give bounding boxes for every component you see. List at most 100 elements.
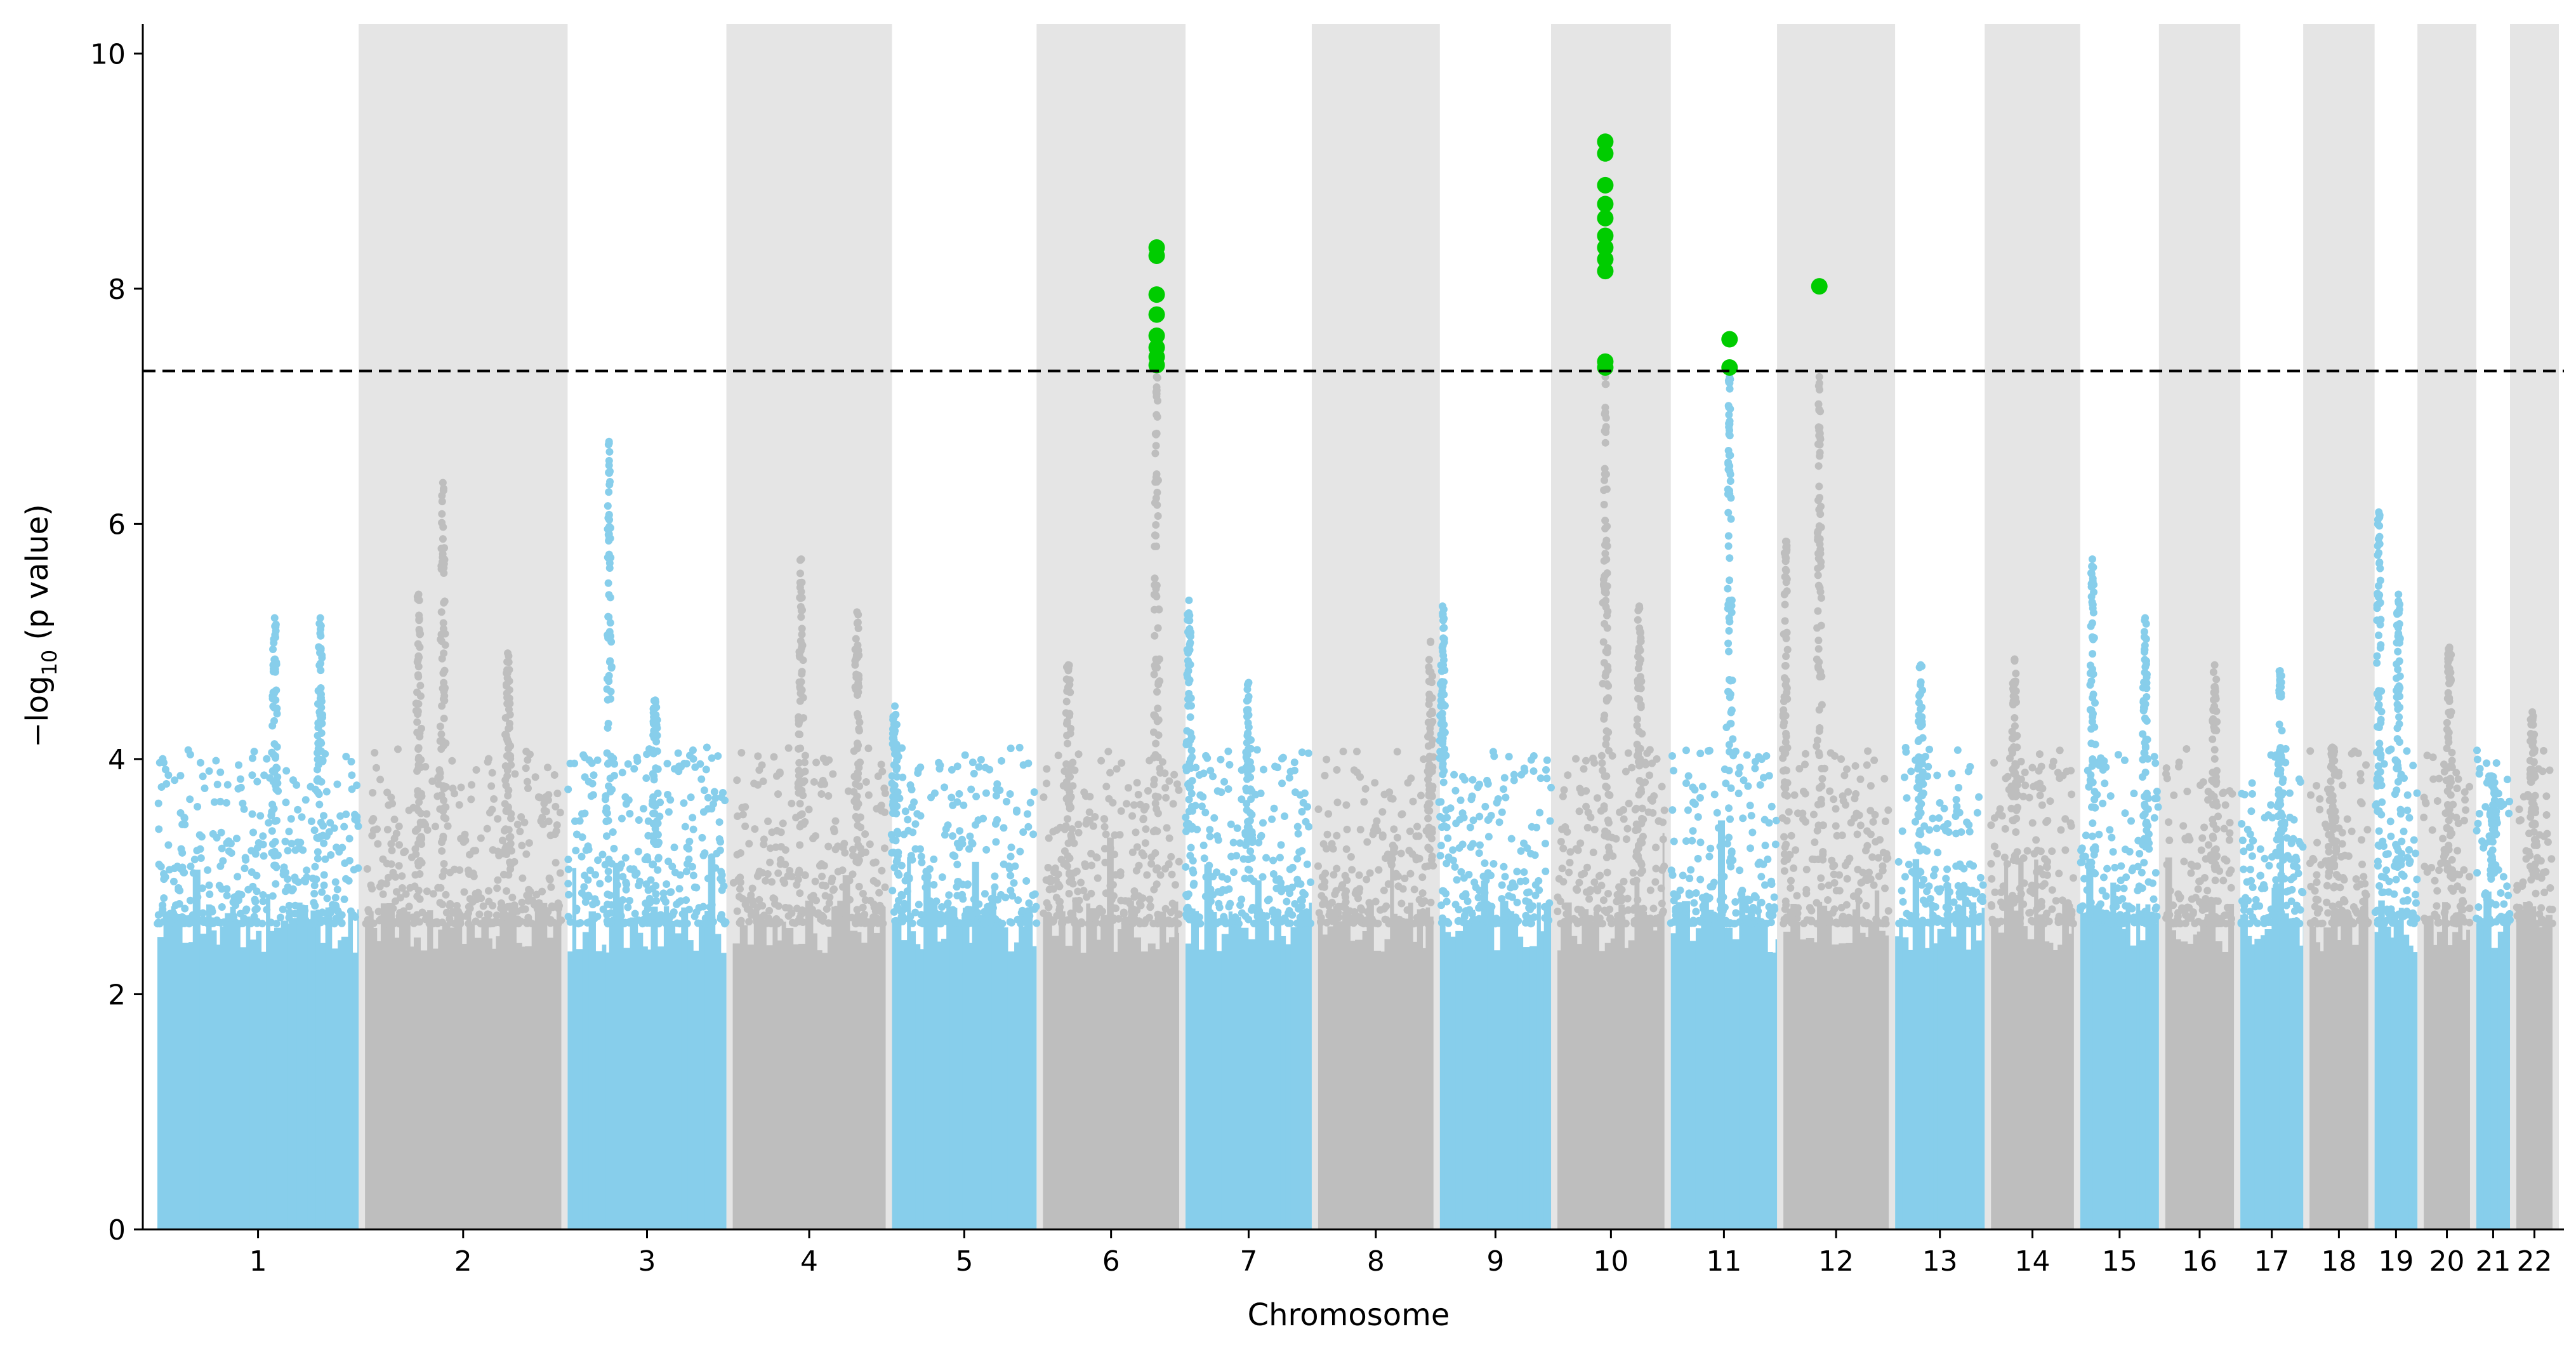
point [1767, 918, 1775, 927]
point [604, 502, 612, 510]
point [609, 828, 617, 837]
point [1864, 747, 1872, 755]
point [223, 839, 231, 847]
point [301, 796, 310, 804]
point [1425, 800, 1434, 808]
point [421, 915, 430, 923]
point [1387, 861, 1396, 869]
point [1637, 869, 1645, 877]
point [271, 838, 279, 846]
point-column [1717, 820, 1726, 1229]
point-column [758, 915, 763, 1229]
point [1073, 867, 1081, 875]
point [751, 825, 759, 833]
point [1186, 713, 1194, 721]
point [1024, 810, 1032, 818]
point-column [1708, 910, 1714, 1229]
point [1481, 859, 1489, 868]
point [1273, 764, 1281, 772]
point [1955, 783, 1963, 791]
point [1517, 771, 1526, 779]
point-column [1107, 837, 1114, 1229]
point-column [1588, 922, 1595, 1229]
point-column [612, 863, 620, 1229]
point-column [281, 920, 289, 1229]
point [915, 765, 923, 774]
point [594, 856, 602, 864]
point [447, 918, 455, 927]
point [1019, 828, 1027, 837]
point [566, 759, 574, 767]
point [1187, 844, 1195, 852]
point [1817, 800, 1825, 808]
point [441, 684, 449, 692]
point [1356, 826, 1364, 834]
point [1227, 852, 1236, 861]
point [345, 835, 353, 843]
point [1330, 871, 1338, 879]
point [281, 837, 289, 845]
point [588, 779, 597, 788]
point [1460, 874, 1468, 882]
point-column [1380, 951, 1385, 1229]
point [1813, 655, 1821, 663]
point [503, 903, 512, 911]
point [564, 880, 572, 888]
point [1195, 771, 1203, 779]
point-column [491, 948, 497, 1229]
point [699, 808, 708, 816]
point [2048, 905, 2056, 913]
point [1187, 746, 1196, 755]
point [888, 849, 896, 857]
point [171, 776, 179, 784]
point [824, 842, 833, 850]
point [1436, 754, 1444, 762]
point [1872, 915, 1880, 923]
point [1818, 672, 1826, 680]
point [416, 630, 424, 639]
point [951, 852, 959, 861]
point [1668, 871, 1677, 879]
point [1269, 856, 1278, 864]
point [603, 917, 611, 925]
point [376, 882, 384, 890]
point [1875, 836, 1884, 844]
point [1830, 878, 1839, 887]
point [1725, 647, 1733, 656]
point [718, 916, 727, 924]
point [232, 892, 241, 901]
point [1509, 879, 1517, 887]
point [1043, 765, 1051, 773]
point [387, 860, 395, 868]
point [935, 758, 943, 767]
point [441, 630, 449, 638]
point [1259, 819, 1267, 827]
point [1600, 486, 1608, 494]
point [2019, 854, 2028, 862]
point [564, 785, 572, 793]
point [1814, 400, 1823, 409]
point [1915, 699, 1923, 707]
point [1672, 918, 1680, 926]
point-column [206, 904, 212, 1229]
point [2020, 879, 2028, 887]
point [907, 852, 915, 860]
point [1184, 890, 1192, 898]
point [859, 890, 867, 898]
point [428, 777, 437, 785]
point [1107, 914, 1116, 922]
peak-top-point [1185, 596, 1193, 604]
point [317, 621, 325, 630]
point [322, 832, 331, 840]
point [1244, 770, 1252, 778]
point-column [1908, 950, 1913, 1229]
point [824, 791, 833, 800]
point [602, 807, 610, 816]
point [1586, 886, 1594, 894]
point [1881, 884, 1889, 892]
point [992, 791, 1000, 800]
point [1940, 804, 1948, 812]
point-column [1536, 902, 1541, 1229]
point [1081, 862, 1090, 870]
point [268, 827, 276, 835]
